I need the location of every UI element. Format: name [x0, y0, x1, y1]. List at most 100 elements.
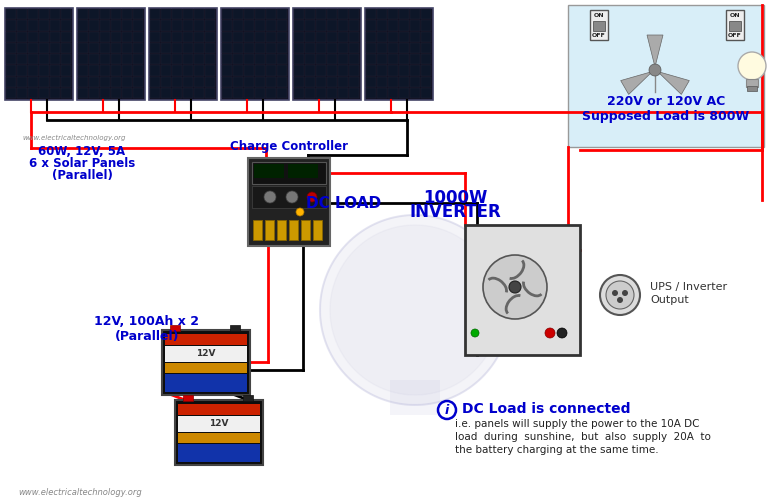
Circle shape — [738, 52, 766, 80]
Bar — [327, 32, 337, 42]
Bar — [277, 54, 287, 64]
Bar — [277, 220, 286, 240]
Bar — [39, 20, 49, 31]
Text: 12V: 12V — [209, 420, 229, 429]
Bar — [17, 43, 27, 53]
Bar — [266, 32, 276, 42]
Bar — [183, 9, 193, 19]
Bar — [266, 54, 276, 64]
Bar — [61, 20, 71, 31]
Bar — [89, 9, 99, 19]
Bar — [28, 20, 38, 31]
Bar — [244, 54, 254, 64]
Bar — [78, 20, 88, 31]
Bar — [233, 76, 243, 87]
Bar — [89, 32, 99, 42]
Bar — [254, 164, 284, 178]
Bar — [230, 325, 240, 331]
Bar — [205, 65, 215, 75]
Bar — [222, 65, 232, 75]
Text: OFF: OFF — [592, 33, 606, 38]
Bar — [161, 43, 171, 53]
Bar — [172, 32, 182, 42]
Bar — [28, 65, 38, 75]
Bar — [305, 43, 315, 53]
Bar — [338, 43, 348, 53]
Bar — [243, 395, 253, 401]
Bar — [100, 20, 110, 31]
Bar — [255, 65, 265, 75]
Bar — [183, 32, 193, 42]
Bar — [28, 54, 38, 64]
Bar — [172, 65, 182, 75]
Bar — [6, 43, 16, 53]
Bar — [327, 43, 337, 53]
Bar — [233, 43, 243, 53]
Bar — [194, 54, 204, 64]
Bar — [6, 20, 16, 31]
Bar — [78, 32, 88, 42]
Bar — [316, 88, 326, 98]
Bar — [388, 20, 398, 31]
Bar — [316, 20, 326, 31]
Bar — [421, 88, 431, 98]
Bar — [28, 76, 38, 87]
Bar — [161, 32, 171, 42]
Bar — [255, 54, 265, 64]
Bar — [150, 9, 160, 19]
Bar — [399, 20, 409, 31]
Bar — [205, 32, 215, 42]
Bar — [194, 76, 204, 87]
Circle shape — [286, 191, 298, 203]
Bar — [111, 32, 121, 42]
Bar — [244, 9, 254, 19]
Text: Charge Controller: Charge Controller — [230, 140, 348, 153]
Circle shape — [622, 290, 628, 296]
Bar — [593, 21, 605, 31]
Bar — [133, 20, 143, 31]
Bar — [399, 54, 409, 64]
Bar — [100, 43, 110, 53]
Bar — [388, 32, 398, 42]
Bar — [233, 9, 243, 19]
Bar — [266, 43, 276, 53]
Bar — [266, 20, 276, 31]
Bar — [61, 65, 71, 75]
Bar — [183, 20, 193, 31]
Bar — [150, 54, 160, 64]
Bar — [17, 76, 27, 87]
Bar — [377, 54, 387, 64]
Bar — [399, 32, 409, 42]
Bar — [421, 54, 431, 64]
Bar — [222, 88, 232, 98]
Circle shape — [296, 208, 304, 216]
Bar — [465, 225, 580, 355]
Bar — [294, 65, 304, 75]
Bar — [277, 88, 287, 98]
Bar — [77, 8, 145, 100]
Bar — [6, 9, 16, 19]
Bar — [194, 65, 204, 75]
Circle shape — [438, 401, 456, 419]
Text: 6 x Solar Panels: 6 x Solar Panels — [29, 157, 135, 170]
Bar — [133, 54, 143, 64]
Bar — [277, 32, 287, 42]
Bar — [78, 76, 88, 87]
Text: (Parallel): (Parallel) — [51, 169, 112, 182]
Bar — [39, 88, 49, 98]
Bar — [410, 32, 420, 42]
Bar — [28, 9, 38, 19]
Bar — [366, 54, 376, 64]
Text: 60W, 12V, 5A: 60W, 12V, 5A — [38, 145, 125, 158]
Bar — [78, 9, 88, 19]
Bar — [410, 76, 420, 87]
Bar — [327, 54, 337, 64]
Bar — [377, 43, 387, 53]
Bar — [194, 32, 204, 42]
Polygon shape — [320, 215, 510, 405]
Bar — [294, 32, 304, 42]
Bar — [178, 404, 260, 415]
Bar — [316, 76, 326, 87]
Bar — [305, 20, 315, 31]
Bar — [266, 9, 276, 19]
